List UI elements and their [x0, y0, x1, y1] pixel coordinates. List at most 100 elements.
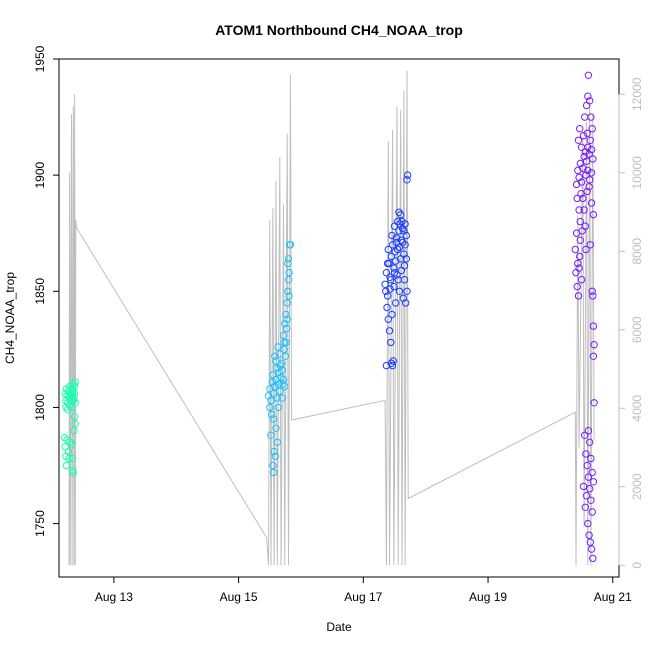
data-point — [68, 392, 76, 400]
y-tick-label: 1900 — [33, 161, 47, 188]
x-tick-label: Aug 13 — [95, 590, 133, 604]
data-point — [580, 206, 588, 214]
data-point — [400, 262, 409, 270]
data-point — [387, 252, 396, 261]
data-point — [402, 299, 410, 307]
data-point — [397, 255, 405, 263]
data-point — [269, 415, 278, 423]
data-point — [284, 287, 292, 295]
data-point — [584, 473, 593, 481]
data-point — [403, 176, 411, 184]
x-tick-label: Aug 21 — [594, 590, 632, 604]
data-point — [273, 438, 281, 446]
data-point — [402, 255, 410, 263]
data-point — [577, 276, 586, 284]
data-point — [284, 259, 292, 268]
y-tick-label: 1800 — [33, 394, 47, 421]
data-point — [67, 403, 76, 412]
data-point — [392, 299, 400, 307]
data-point — [272, 424, 280, 432]
data-point — [589, 352, 598, 360]
data-point — [590, 341, 598, 349]
data-point — [584, 71, 593, 80]
data-point — [269, 389, 278, 398]
data-point — [383, 259, 392, 268]
y2-tick-label: 4000 — [630, 395, 644, 422]
data-point — [274, 380, 283, 388]
data-point — [581, 431, 589, 439]
x-tick-label: Aug 17 — [344, 590, 382, 604]
data-point — [387, 338, 395, 347]
data-point — [583, 129, 591, 138]
data-point — [60, 433, 69, 442]
data-point — [69, 396, 78, 405]
data-point — [390, 222, 399, 230]
data-point — [402, 231, 410, 240]
data-point — [267, 396, 275, 405]
data-point — [576, 125, 584, 133]
data-point — [70, 427, 78, 435]
data-point — [400, 227, 408, 235]
data-point — [589, 478, 598, 486]
data-point — [269, 371, 277, 379]
y2-tick-label: 8000 — [630, 238, 644, 265]
data-point — [587, 545, 596, 553]
data-point — [587, 454, 595, 463]
data-point — [586, 485, 594, 493]
data-point — [584, 519, 592, 528]
data-point — [578, 227, 586, 235]
data-point — [279, 380, 287, 388]
data-point — [590, 399, 598, 407]
data-point — [284, 276, 293, 284]
data-point — [581, 503, 589, 511]
data-point — [588, 287, 596, 295]
data-point — [385, 327, 394, 335]
data-point — [391, 248, 399, 256]
data-point — [571, 245, 579, 254]
data-point — [270, 447, 278, 456]
data-point — [587, 199, 596, 207]
data-point — [285, 292, 293, 300]
data-point — [574, 259, 582, 268]
data-point — [62, 461, 71, 470]
data-point — [585, 531, 593, 539]
data-point — [269, 468, 278, 477]
data-point — [394, 276, 402, 284]
data-point — [585, 183, 593, 191]
data-point — [382, 269, 391, 277]
data-point — [390, 269, 399, 277]
data-point — [65, 401, 74, 409]
data-point — [66, 389, 74, 398]
data-point — [401, 220, 409, 228]
data-point — [266, 403, 274, 412]
data-point — [393, 245, 402, 254]
data-point — [577, 190, 585, 198]
data-point — [387, 276, 395, 284]
y2-tick-label: 2000 — [630, 473, 644, 500]
data-point — [286, 241, 295, 249]
data-point — [271, 452, 280, 460]
data-point — [382, 361, 391, 370]
data-point — [276, 387, 284, 395]
data-point — [279, 331, 288, 340]
data-point — [274, 343, 282, 351]
x-tick-label: Aug 15 — [220, 590, 258, 604]
data-point — [576, 252, 584, 261]
data-point — [583, 187, 591, 196]
data-point — [268, 410, 276, 419]
data-point — [272, 364, 281, 372]
data-point — [274, 403, 283, 412]
data-point — [390, 264, 398, 272]
data-point — [267, 431, 275, 439]
data-point — [277, 373, 285, 381]
data-point — [395, 227, 403, 235]
data-point — [383, 303, 391, 312]
data-point — [65, 454, 73, 463]
data-point — [586, 136, 594, 145]
data-point — [386, 285, 394, 293]
data-point — [397, 210, 405, 219]
data-point — [69, 468, 78, 477]
data-point — [584, 427, 593, 435]
points-layer — [60, 71, 598, 563]
